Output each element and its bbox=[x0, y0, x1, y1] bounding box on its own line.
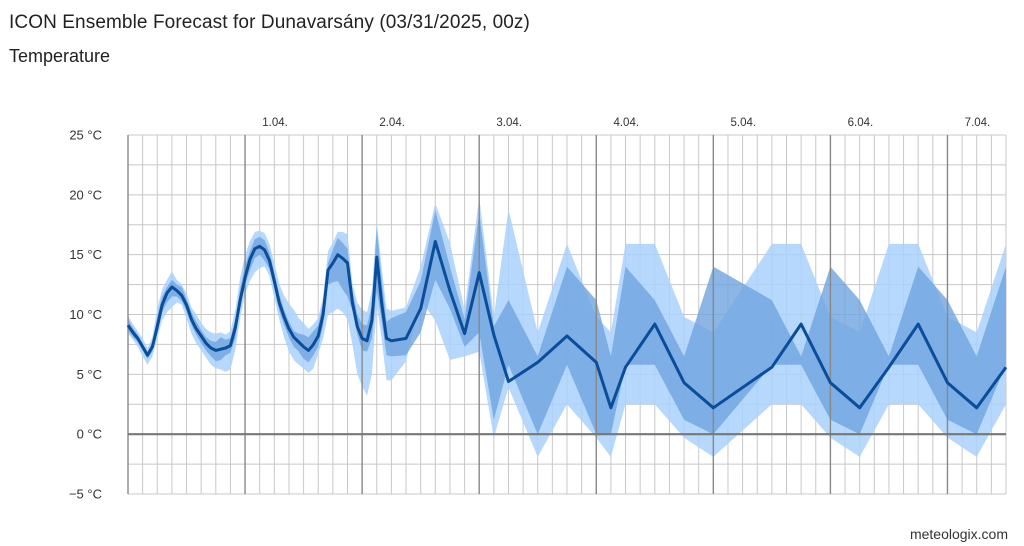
y-tick-label: 25 °C bbox=[69, 128, 102, 143]
chart-subtitle: Temperature bbox=[9, 46, 111, 66]
median-line-layer bbox=[126, 240, 1008, 410]
median-line bbox=[126, 240, 1008, 410]
y-tick-label: 15 °C bbox=[69, 247, 102, 262]
day-tick-label: 7.04. bbox=[965, 117, 991, 129]
y-tick-label: 20 °C bbox=[69, 187, 102, 202]
day-tick-label: 6.04. bbox=[848, 117, 874, 129]
y-tick-label: 0 °C bbox=[77, 427, 102, 442]
y-tick-label: 5 °C bbox=[77, 367, 102, 382]
source-credit[interactable]: meteologix.com bbox=[909, 526, 1008, 542]
chart-title: ICON Ensemble Forecast for Dunavarsány (… bbox=[9, 12, 530, 33]
y-tick-label: −5 °C bbox=[69, 487, 102, 502]
day-tick-label: 3.04. bbox=[496, 117, 522, 129]
day-tick-label: 5.04. bbox=[731, 117, 757, 129]
day-tick-label: 4.04. bbox=[613, 117, 639, 129]
y-tick-label: 10 °C bbox=[69, 307, 102, 322]
axes bbox=[127, 135, 1006, 494]
day-tick-label: 2.04. bbox=[379, 117, 405, 129]
tick-labels: 25 °C 20 °C 15 °C 10 °C 5 °C 0 °C −5 °C 1.04. 2.… bbox=[69, 117, 990, 502]
day-tick-label: 1.04. bbox=[262, 117, 288, 129]
